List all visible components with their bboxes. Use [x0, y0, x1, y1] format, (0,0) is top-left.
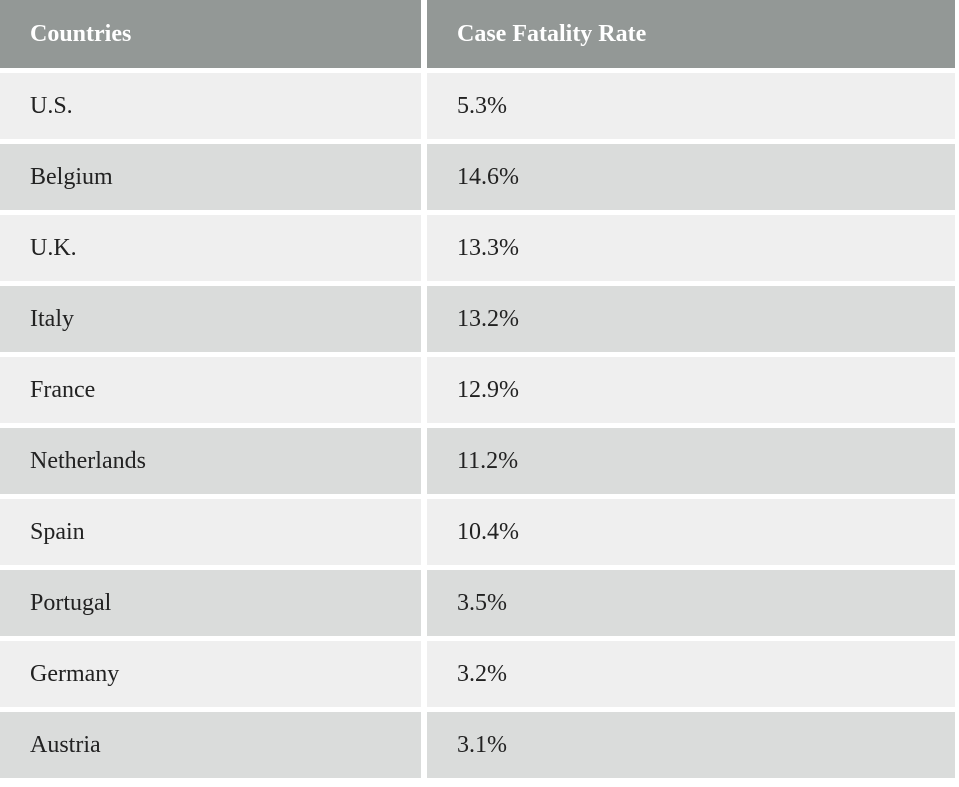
country-cell: France	[0, 357, 421, 423]
country-cell: Belgium	[0, 144, 421, 210]
table-row: Belgium 14.6%	[0, 144, 955, 210]
rate-cell: 3.5%	[427, 570, 955, 636]
country-cell: Germany	[0, 641, 421, 707]
header-countries: Countries	[0, 0, 421, 68]
rate-cell: 3.1%	[427, 712, 955, 778]
header-row: Countries Case Fatality Rate	[0, 0, 955, 68]
table-row: Portugal 3.5%	[0, 570, 955, 636]
country-cell: U.S.	[0, 73, 421, 139]
table-row: Italy 13.2%	[0, 286, 955, 352]
rate-cell: 12.9%	[427, 357, 955, 423]
table-row: U.S. 5.3%	[0, 73, 955, 139]
country-cell: Italy	[0, 286, 421, 352]
country-cell: Netherlands	[0, 428, 421, 494]
country-cell: Portugal	[0, 570, 421, 636]
table-row: U.K. 13.3%	[0, 215, 955, 281]
rate-cell: 14.6%	[427, 144, 955, 210]
rate-cell: 13.2%	[427, 286, 955, 352]
country-cell: Spain	[0, 499, 421, 565]
country-cell: U.K.	[0, 215, 421, 281]
country-cell: Austria	[0, 712, 421, 778]
table-row: Spain 10.4%	[0, 499, 955, 565]
table-row: Netherlands 11.2%	[0, 428, 955, 494]
table-row: Germany 3.2%	[0, 641, 955, 707]
rate-cell: 10.4%	[427, 499, 955, 565]
rate-cell: 3.2%	[427, 641, 955, 707]
table-row: France 12.9%	[0, 357, 955, 423]
rate-cell: 11.2%	[427, 428, 955, 494]
header-case-fatality-rate: Case Fatality Rate	[427, 0, 955, 68]
rate-cell: 5.3%	[427, 73, 955, 139]
table-body: U.S. 5.3% Belgium 14.6% U.K. 13.3% Italy 13.2% F…	[0, 73, 955, 778]
table-row: Austria 3.1%	[0, 712, 955, 778]
rate-cell: 13.3%	[427, 215, 955, 281]
